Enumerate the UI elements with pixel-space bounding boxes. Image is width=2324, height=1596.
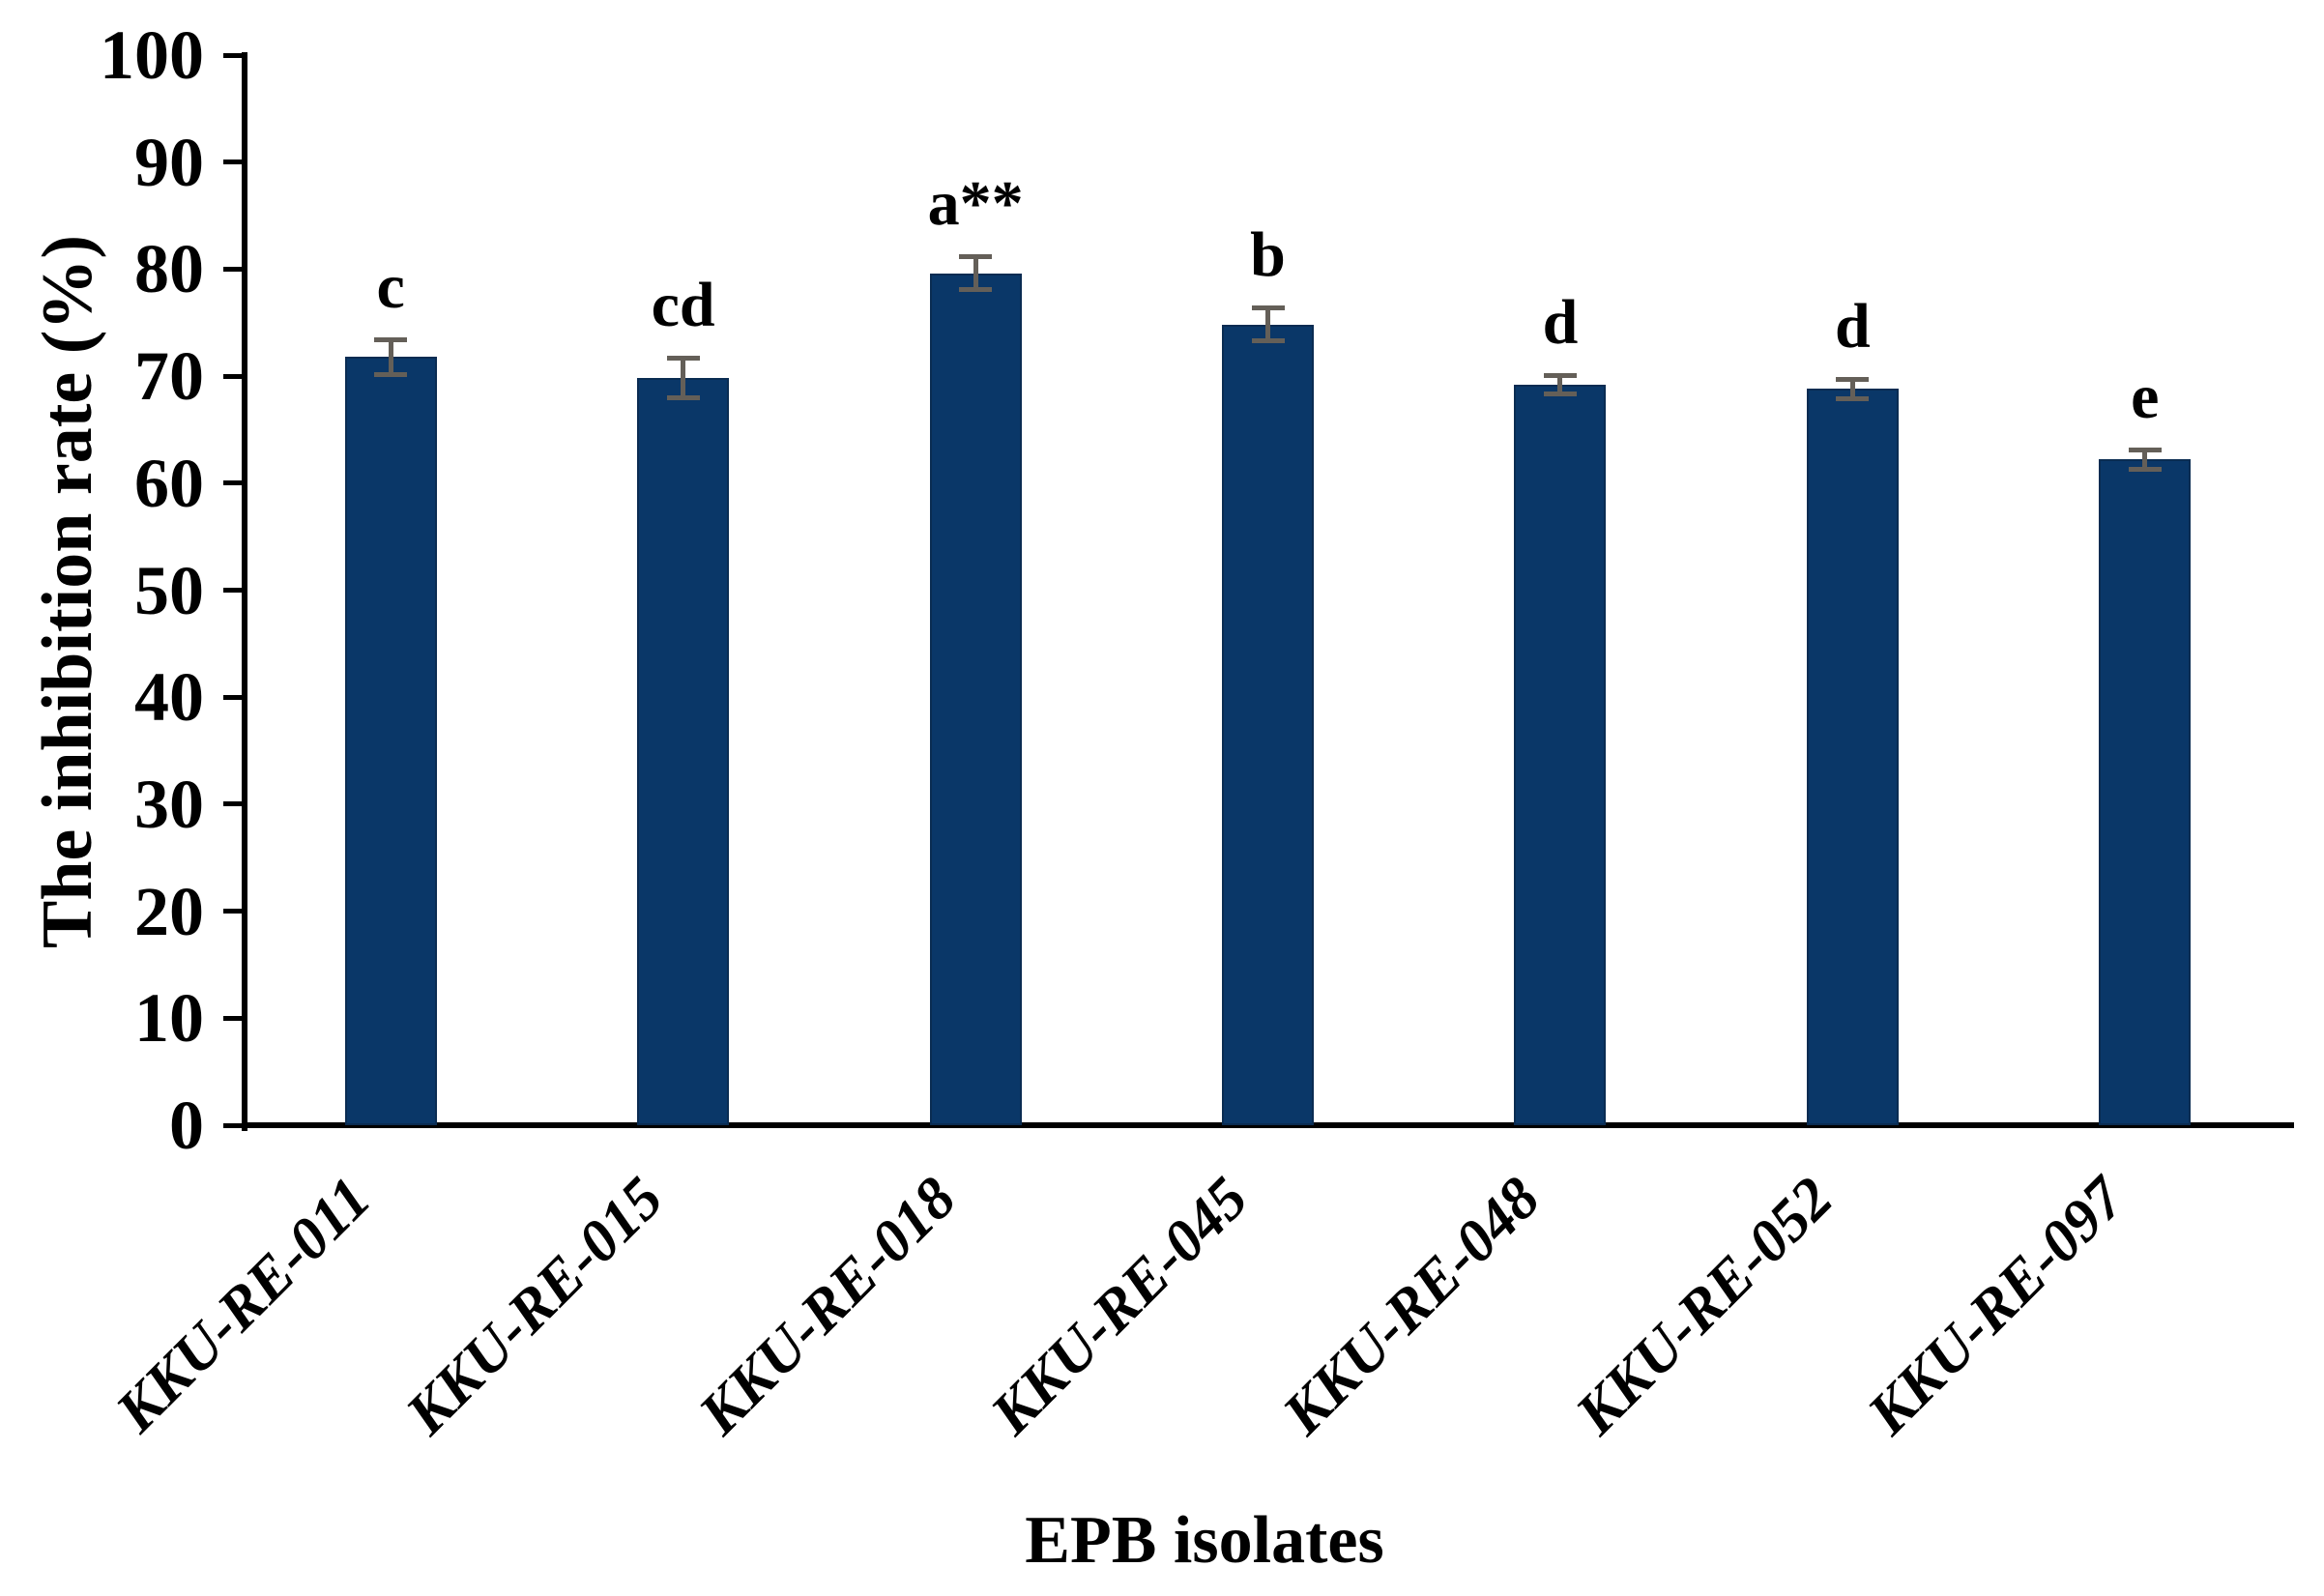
y-tick-label: 70 [134,337,204,416]
y-tick-mark [223,801,245,807]
x-axis-line [242,1122,2294,1128]
error-bar-line [1557,377,1563,392]
y-tick-label: 0 [169,1087,204,1164]
bar [637,378,730,1125]
x-axis-title: EPB isolates [1025,1503,1384,1578]
error-bar-top-cap [2128,447,2162,452]
error-bar-top-cap [1251,305,1285,311]
error-bar-bottom-cap [666,395,700,401]
significance-letter: b [1250,219,1286,291]
y-tick-mark [223,694,245,700]
bar [1806,389,1899,1125]
y-tick-mark [223,909,245,914]
significance-letter: c [376,250,405,322]
bar [1222,324,1314,1125]
significance-letter: a** [927,168,1024,240]
error-bar-line [1849,380,1855,398]
y-tick-mark [223,160,245,165]
x-category-label: KKU-RE-048 [1270,1165,1554,1447]
error-bar-bottom-cap [959,287,993,293]
error-bar-bottom-cap [374,371,408,377]
error-bar-top-cap [374,336,408,342]
x-category-label: KKU-RE-018 [685,1165,969,1447]
error-bar-line [681,360,686,397]
y-tick-label: 80 [134,230,204,308]
significance-letter: d [1542,287,1579,359]
error-bar-top-cap [959,254,993,260]
bar [1514,384,1607,1125]
error-bar-bottom-cap [1543,391,1577,396]
error-bar-bottom-cap [2128,467,2162,473]
error-bar-top-cap [1543,373,1577,379]
significance-letter: d [1834,290,1871,362]
error-bar-top-cap [1836,376,1870,382]
y-tick-label: 100 [100,16,204,94]
y-tick-label: 50 [134,551,204,629]
error-bar-line [388,340,393,373]
error-bar-line [1265,309,1270,340]
y-tick-mark [223,266,245,272]
y-tick-label: 20 [134,872,204,950]
x-category-label: KKU-RE-011 [103,1165,384,1445]
x-category-label: KKU-RE-052 [1563,1165,1845,1447]
error-bar-bottom-cap [1836,396,1870,402]
y-tick-mark [223,1122,245,1128]
y-tick-label: 90 [134,123,204,201]
y-tick-mark [223,588,245,593]
bar [2099,459,2192,1125]
error-bar-top-cap [666,356,700,362]
significance-letter: cd [651,270,715,341]
y-tick-label: 40 [134,658,204,737]
y-tick-mark [223,1015,245,1021]
bar [344,357,437,1125]
y-tick-mark [223,373,245,379]
y-axis-line [242,52,247,1131]
x-category-label: KKU-RE-015 [393,1165,677,1447]
y-tick-mark [223,480,245,486]
significance-letter: e [2131,361,2160,432]
y-tick-label: 30 [134,765,204,843]
x-category-label: KKU-RE-045 [978,1165,1261,1447]
error-bar-line [973,258,978,289]
error-bar-line [2142,450,2148,469]
y-tick-label: 60 [134,444,204,522]
y-tick-label: 10 [134,979,204,1058]
x-category-label: KKU-RE-097 [1855,1165,2138,1447]
y-tick-mark [223,52,245,58]
error-bar-bottom-cap [1251,338,1285,344]
bar [929,273,1022,1125]
